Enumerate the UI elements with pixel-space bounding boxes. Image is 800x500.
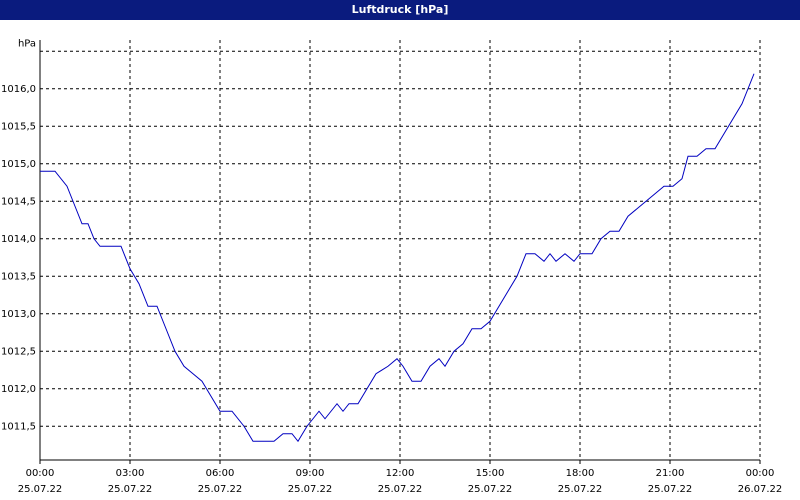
x-tick-label: 09:00 <box>296 468 325 479</box>
x-tick-date: 25.07.22 <box>108 484 153 495</box>
x-tick-date: 25.07.22 <box>18 484 63 495</box>
y-tick-label: 1016,0 <box>1 84 36 95</box>
x-tick-date: 25.07.22 <box>468 484 513 495</box>
x-tick-label: 06:00 <box>206 468 235 479</box>
x-tick-date: 25.07.22 <box>378 484 423 495</box>
x-tick-label: 15:00 <box>476 468 505 479</box>
y-tick-label: 1015,5 <box>1 121 36 132</box>
y-tick-label: 1013,5 <box>1 271 36 282</box>
x-tick-label: 18:00 <box>566 468 595 479</box>
y-tick-label: 1012,5 <box>1 346 36 357</box>
chart-title: Luftdruck [hPa] <box>0 0 800 20</box>
x-tick-label: 03:00 <box>116 468 145 479</box>
y-tick-label: 1015,0 <box>1 159 36 170</box>
x-tick-label: 00:00 <box>26 468 55 479</box>
y-tick-label: 1013,0 <box>1 309 36 320</box>
x-tick-label: 12:00 <box>386 468 415 479</box>
x-tick-label: 21:00 <box>656 468 685 479</box>
x-tick-date: 25.07.22 <box>648 484 693 495</box>
x-tick-date: 25.07.22 <box>558 484 603 495</box>
x-tick-date: 25.07.22 <box>288 484 333 495</box>
y-tick-label: 1011,5 <box>1 421 36 432</box>
line-series <box>40 73 755 443</box>
y-tick-label: 1014,5 <box>1 196 36 207</box>
y-tick-label: hPa <box>18 38 36 49</box>
x-tick-date: 25.07.22 <box>198 484 243 495</box>
x-tick-date: 26.07.22 <box>738 484 783 495</box>
y-tick-label: 1014,0 <box>1 234 36 245</box>
y-tick-label: 1012,0 <box>1 384 36 395</box>
x-tick-label: 00:00 <box>746 468 775 479</box>
